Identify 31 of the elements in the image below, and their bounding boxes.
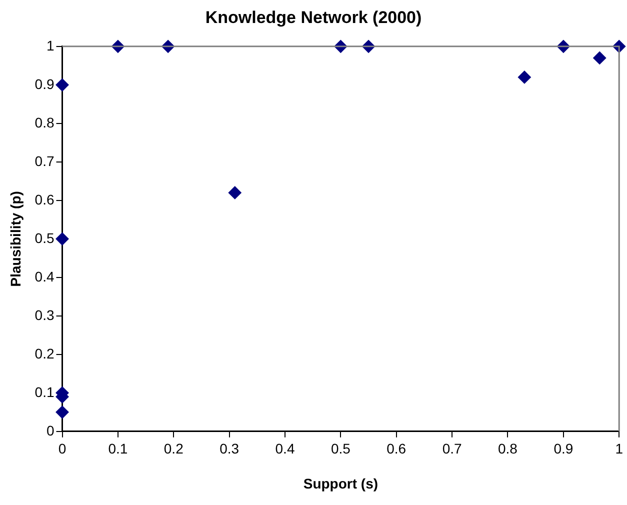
y-tick-label: 0.4 xyxy=(34,268,54,284)
y-tick-label: 0.8 xyxy=(34,114,54,130)
chart-title: Knowledge Network (2000) xyxy=(205,8,422,27)
x-tick-label: 0.2 xyxy=(164,440,184,457)
x-tick-label: 0.7 xyxy=(442,440,462,457)
point xyxy=(56,232,69,246)
y-tick-label: 0.1 xyxy=(34,384,54,400)
x-tick-label: 0.6 xyxy=(386,440,406,457)
point xyxy=(518,70,531,84)
x-axis-title: Support (s) xyxy=(303,475,378,492)
y-tick-label: 0.3 xyxy=(34,306,54,323)
x-tick-label: 0.3 xyxy=(220,440,240,457)
y-tick-label: 0.2 xyxy=(34,345,54,362)
y-tick-label: 0.9 xyxy=(34,76,54,92)
point xyxy=(228,186,242,200)
y-tick-label: 1 xyxy=(46,37,54,54)
y-tick-label: 0 xyxy=(46,422,54,438)
point xyxy=(56,406,69,419)
x-tick-label: 0.1 xyxy=(108,440,128,457)
x-tick-label: 0.4 xyxy=(275,440,295,457)
x-tick-label: 0.5 xyxy=(330,440,351,457)
y-tick-label: 0.5 xyxy=(34,230,54,246)
y-tick-label: 0.6 xyxy=(34,191,54,208)
x-tick-label: 0 xyxy=(58,440,66,457)
point xyxy=(56,78,69,92)
x-tick-label: 0.9 xyxy=(554,440,574,457)
point xyxy=(593,51,606,64)
x-tick-label: 1 xyxy=(615,440,624,457)
x-tick-label: 0.8 xyxy=(498,440,518,457)
y-tick-label: 0.7 xyxy=(34,152,54,169)
y-axis-title: Plausibility (p) xyxy=(7,191,24,287)
